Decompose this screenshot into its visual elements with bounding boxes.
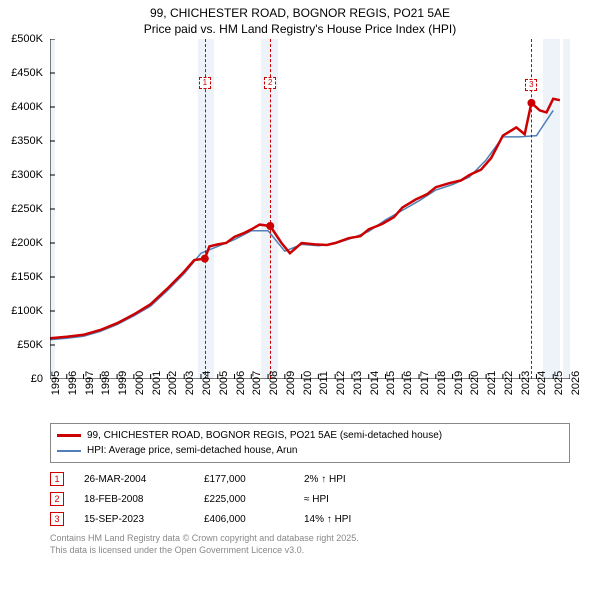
legend-swatch-red [57,434,81,437]
x-tick-label: 2010 [302,371,314,395]
x-tick-label: 2013 [352,371,364,395]
transaction-delta: 2% ↑ HPI [304,474,414,485]
legend-label-blue: HPI: Average price, semi-detached house,… [87,443,298,458]
x-tick-label: 2008 [268,371,280,395]
y-tick-label: £50K [17,339,43,351]
transaction-badge: 1 [50,472,64,486]
transaction-price: £406,000 [204,514,304,525]
plot-marker-badge: 2 [264,77,276,89]
transaction-row: 3 15-SEP-2023£406,00014% ↑ HPI [50,509,570,529]
x-tick-label: 2026 [570,371,582,395]
y-tick-label: £150K [11,271,43,283]
plot-band [543,39,560,379]
transaction-date: 15-SEP-2023 [84,514,204,525]
x-tick-label: 2012 [335,371,347,395]
x-tick-label: 2024 [536,371,548,395]
footer: Contains HM Land Registry data © Crown c… [50,533,570,556]
x-tick-label: 2025 [553,371,565,395]
y-tick-label: £200K [11,237,43,249]
y-tick-label: £250K [11,203,43,215]
x-tick-label: 2017 [419,371,431,395]
transaction-badge: 2 [50,492,64,506]
x-tick-label: 1996 [67,371,79,395]
x-tick-label: 2003 [184,371,196,395]
transaction-date: 26-MAR-2004 [84,474,204,485]
x-tick-label: 1997 [84,371,96,395]
x-tick-label: 2001 [151,371,163,395]
transaction-badge: 3 [50,512,64,526]
x-tick-label: 2005 [218,371,230,395]
y-tick-label: £450K [11,67,43,79]
y-tick-label: £300K [11,169,43,181]
plot-region: 1 2 3 [50,39,570,379]
x-tick-label: 2002 [167,371,179,395]
x-tick-label: 2022 [503,371,515,395]
title-line1: 99, CHICHESTER ROAD, BOGNOR REGIS, PO21 … [0,6,600,22]
y-axis: £0£50K£100K£150K£200K£250K£300K£350K£400… [0,39,45,379]
y-tick-label: £0 [31,373,43,385]
transaction-delta: ≈ HPI [304,494,414,505]
x-tick-label: 2004 [201,371,213,395]
legend-box: 99, CHICHESTER ROAD, BOGNOR REGIS, PO21 … [50,423,570,463]
y-tick-label: £350K [11,135,43,147]
x-tick-label: 2006 [235,371,247,395]
plot-band [50,39,55,379]
x-tick-label: 2023 [520,371,532,395]
x-tick-label: 2007 [251,371,263,395]
legend-row-red: 99, CHICHESTER ROAD, BOGNOR REGIS, PO21 … [57,428,563,443]
y-tick-label: £400K [11,101,43,113]
x-tick-label: 1995 [50,371,62,395]
plot-svg [50,39,570,379]
plot-marker-badge: 3 [525,79,537,91]
transaction-row: 1 26-MAR-2004£177,0002% ↑ HPI [50,469,570,489]
transaction-delta: 14% ↑ HPI [304,514,414,525]
x-tick-label: 2009 [285,371,297,395]
transaction-price: £177,000 [204,474,304,485]
chart-container: 99, CHICHESTER ROAD, BOGNOR REGIS, PO21 … [0,0,600,590]
y-tick-label: £100K [11,305,43,317]
plot-band [563,39,570,379]
transaction-row: 2 18-FEB-2008£225,000≈ HPI [50,489,570,509]
x-tick-label: 2011 [318,371,330,395]
plot-marker-badge: 1 [199,77,211,89]
footer-line2: This data is licensed under the Open Gov… [50,545,570,557]
x-tick-label: 2020 [469,371,481,395]
x-tick-label: 2000 [134,371,146,395]
x-tick-label: 2014 [369,371,381,395]
chart-area: £0£50K£100K£150K£200K£250K£300K£350K£400… [50,39,570,379]
x-tick-label: 2015 [385,371,397,395]
transactions-table: 1 26-MAR-2004£177,0002% ↑ HPI 2 18-FEB-2008… [50,469,570,529]
y-tick-label: £500K [11,33,43,45]
x-tick-label: 1999 [117,371,129,395]
x-tick-label: 2021 [486,371,498,395]
x-tick-label: 2018 [436,371,448,395]
x-tick-label: 2019 [453,371,465,395]
transaction-date: 18-FEB-2008 [84,494,204,505]
legend-row-blue: HPI: Average price, semi-detached house,… [57,443,563,458]
legend-swatch-blue [57,450,81,452]
legend-label-red: 99, CHICHESTER ROAD, BOGNOR REGIS, PO21 … [87,428,442,443]
x-tick-label: 2016 [402,371,414,395]
footer-line1: Contains HM Land Registry data © Crown c… [50,533,570,545]
plot-vline [270,39,271,379]
title-line2: Price paid vs. HM Land Registry's House … [0,22,600,38]
plot-vline [205,39,206,379]
plot-band [198,39,215,379]
title-block: 99, CHICHESTER ROAD, BOGNOR REGIS, PO21 … [0,0,600,39]
transaction-price: £225,000 [204,494,304,505]
x-axis: 1995199619971998199920002001200220032004… [50,379,570,419]
x-tick-label: 1998 [100,371,112,395]
